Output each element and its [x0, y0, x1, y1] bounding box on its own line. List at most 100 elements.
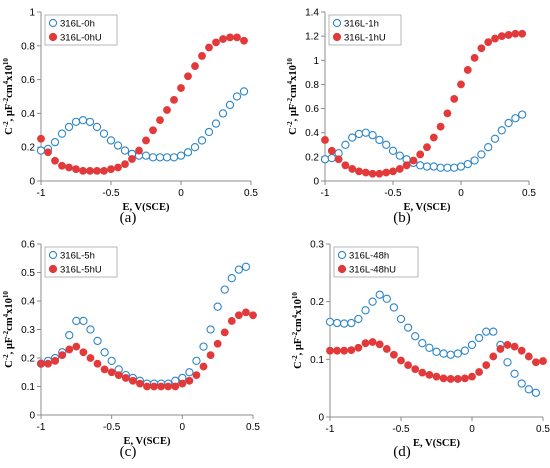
filled-marker [340, 346, 349, 355]
x-tick-label: -1 [37, 188, 46, 199]
x-tick-label: 0.5 [244, 188, 258, 199]
open-marker [347, 318, 356, 328]
x-tick-label: -0.5 [384, 188, 402, 199]
y-tick-label: 0.8 [21, 41, 35, 52]
open-marker [86, 325, 95, 334]
open-marker [436, 163, 445, 172]
filled-marker [142, 136, 150, 145]
legend-marker [337, 250, 347, 260]
open-marker [361, 306, 370, 315]
y-tick-label: 0.2 [21, 354, 35, 365]
open-marker [71, 117, 81, 126]
filled-marker [484, 38, 493, 47]
open-marker [361, 128, 370, 137]
y-tick-label: 0.3 [21, 325, 35, 336]
filled-marker [149, 126, 157, 135]
filled-marker [418, 368, 427, 377]
open-marker [327, 153, 336, 163]
filled-marker [65, 163, 73, 172]
panel-label: (b) [393, 210, 411, 226]
x-tick-label: 0.5 [536, 424, 550, 435]
open-marker [78, 116, 88, 125]
legend-label: 316L-1h [344, 19, 379, 30]
filled-marker [213, 339, 222, 348]
filled-marker [44, 148, 52, 157]
legend-marker [48, 32, 58, 42]
legend-marker [48, 264, 58, 274]
chart-panel-a: -1 -0.5 0 0.5 0 0.2 0.4 0.6 0.8 1 E, V(SCE) C-2, µF… [0, 0, 275, 234]
open-marker [234, 265, 244, 274]
open-marker [446, 350, 455, 359]
filled-marker [539, 357, 547, 365]
open-marker [93, 336, 102, 346]
filled-marker [199, 362, 208, 371]
open-marker [467, 340, 477, 350]
filled-marker [503, 341, 512, 349]
y-tick-label: 0 [318, 413, 324, 424]
filled-marker [37, 134, 45, 143]
x-tick-label: 0 [458, 188, 464, 199]
open-marker [375, 290, 384, 299]
filled-marker [382, 345, 391, 353]
filled-marker [347, 346, 356, 355]
open-marker [368, 297, 377, 306]
legend-label: 316L-0hU [60, 33, 102, 44]
open-marker [241, 262, 251, 271]
filled-marker [341, 161, 350, 170]
open-marker [92, 122, 102, 132]
filled-marker [114, 163, 122, 172]
open-marker [190, 143, 200, 152]
open-marker [169, 153, 179, 162]
filled-marker [191, 62, 199, 70]
open-marker [460, 346, 470, 355]
filled-marker [163, 106, 171, 114]
open-marker [368, 130, 377, 140]
open-marker [57, 129, 67, 138]
y-tick-label: 0.8 [305, 80, 319, 91]
filled-marker [453, 375, 462, 383]
panel-label: (c) [119, 444, 137, 460]
filled-marker [429, 133, 438, 142]
y-tick-label: 0.4 [21, 297, 35, 308]
filled-marker [510, 342, 519, 351]
filled-marker [227, 317, 236, 325]
open-marker [375, 135, 384, 145]
open-marker [113, 141, 123, 150]
chart-svg: -1 -0.5 0 0.5 0 0.1 0.2 0.3 0.4 0.5 0.6 E, V(SCE) C-… [2, 240, 260, 448]
y-tick-label: 0.6 [21, 240, 35, 251]
filled-marker [497, 32, 506, 41]
filled-marker [375, 340, 384, 349]
x-tick-label: 0.5 [522, 188, 536, 199]
y-tick-label: 1 [29, 8, 35, 19]
filled-marker [177, 84, 185, 92]
x-axis-title: E, V(SCE) [122, 202, 170, 213]
filled-marker [51, 156, 59, 165]
filled-marker [51, 356, 60, 365]
legend-label: 316L-5hU [60, 265, 102, 276]
filled-marker [93, 166, 101, 175]
open-marker [64, 122, 74, 132]
open-marker [389, 303, 399, 312]
y-tick-label: 1 [313, 56, 319, 67]
open-marker [482, 327, 491, 336]
legend-label: 316L-48hU [349, 265, 396, 276]
open-marker [395, 151, 404, 160]
chart-svg: -1 -0.5 0 0.5 0 0.2 0.4 0.6 0.8 1 E, V(SCE) C-2, µF… [2, 8, 258, 214]
filled-marker [86, 354, 95, 362]
filled-marker [143, 382, 151, 391]
open-marker [517, 379, 526, 388]
open-marker [422, 162, 432, 171]
y-tick-label: 0.3 [310, 240, 324, 251]
filled-marker [185, 376, 194, 385]
open-marker [36, 146, 46, 155]
filled-marker [37, 359, 45, 368]
open-marker [463, 159, 472, 169]
filled-marker [511, 29, 520, 38]
filled-marker [156, 116, 164, 125]
open-marker [425, 343, 434, 352]
filled-marker [482, 361, 491, 370]
y-tick-label: 0.4 [305, 128, 319, 139]
open-marker [141, 151, 151, 160]
filled-marker [206, 351, 215, 360]
filled-marker [100, 365, 109, 374]
